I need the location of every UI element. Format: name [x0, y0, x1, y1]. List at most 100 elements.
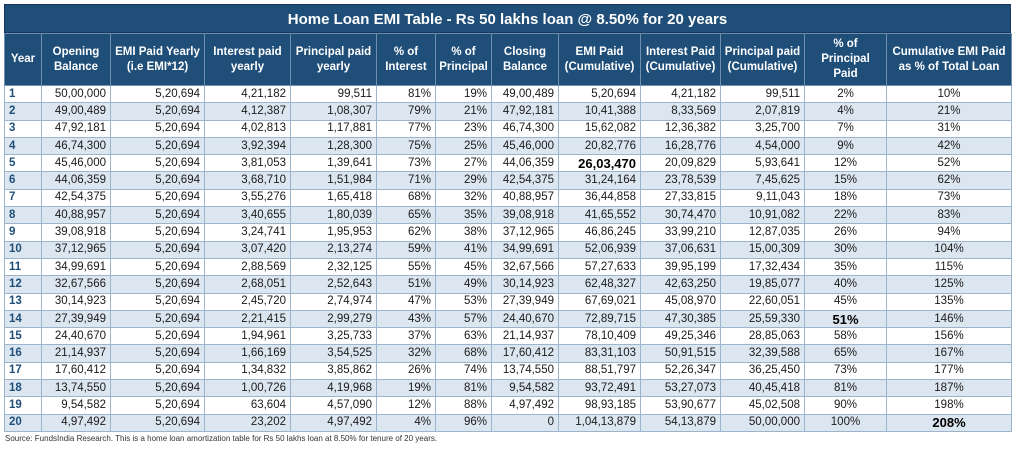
table-cell: 36,44,858 [558, 188, 641, 208]
table-cell: 81% [804, 379, 887, 398]
table-cell: 9,54,582 [41, 396, 111, 415]
column-header: % of Principal [435, 33, 492, 86]
table-row: 4 46,74,300 5,20,694 3,92,394 1,28,300 75% 25%… [4, 136, 1012, 156]
table-cell: 5,20,694 [110, 275, 205, 294]
year-cell: 1 [4, 84, 42, 104]
table-cell: 3,55,276 [204, 188, 291, 208]
table-cell: 41% [435, 240, 492, 259]
table-cell: 4,97,492 [290, 413, 377, 432]
table-cell: 26% [804, 223, 887, 242]
table-cell: 24,40,670 [41, 327, 111, 346]
table-cell: 2,07,819 [720, 102, 805, 121]
table-cell: 2% [804, 84, 887, 104]
table-cell: 19% [376, 379, 436, 398]
column-header: Opening Balance [41, 33, 111, 86]
table-cell: 59% [376, 240, 436, 259]
table-row: 5 45,46,000 5,20,694 3,81,053 1,39,641 73% 27%… [4, 154, 1012, 173]
table-cell: 3,24,741 [204, 223, 291, 242]
table-cell: 98,93,185 [558, 396, 641, 415]
table-cell: 1,51,984 [290, 171, 377, 190]
table-cell: 17,60,412 [41, 361, 111, 381]
table-cell: 1,39,641 [290, 154, 377, 173]
column-header: Principal paid (Cumulative) [720, 33, 805, 86]
table-cell: 5,20,694 [110, 188, 205, 208]
table-cell: 0 [491, 413, 559, 432]
table-cell: 4% [804, 102, 887, 121]
table-cell: 104% [886, 240, 1012, 259]
table-cell: 17,60,412 [491, 344, 559, 363]
table-cell: 50,00,000 [720, 413, 805, 432]
table-cell: 187% [886, 379, 1012, 398]
table-cell: 49% [435, 275, 492, 294]
table-cell: 55% [376, 257, 436, 277]
table-cell: 40,88,957 [41, 206, 111, 225]
table-cell: 45% [804, 292, 887, 311]
table-row: 3 47,92,181 5,20,694 4,02,813 1,17,881 77% 23%… [4, 119, 1012, 138]
table-cell: 5,20,694 [110, 379, 205, 398]
table-cell: 5,20,694 [110, 361, 205, 381]
table-cell: 2,52,643 [290, 275, 377, 294]
table-cell: 100% [804, 413, 887, 432]
table-cell: 62% [376, 223, 436, 242]
table-cell: 5,20,694 [110, 240, 205, 259]
table-body: 1 50,00,000 5,20,694 4,21,182 99,511 81% 19% 49… [4, 84, 1012, 432]
table-cell: 5,20,694 [110, 102, 205, 121]
table-cell: 7% [804, 119, 887, 138]
year-cell: 2 [4, 102, 42, 121]
table-cell: 19% [435, 84, 492, 104]
column-header: Interest paid yearly [204, 33, 291, 86]
table-cell: 5,20,694 [110, 206, 205, 225]
table-cell: 5,20,694 [110, 292, 205, 311]
table-cell: 1,66,169 [204, 344, 291, 363]
table-cell: 45% [435, 257, 492, 277]
table-cell: 4,21,182 [640, 84, 721, 104]
table-cell: 52% [886, 154, 1012, 173]
table-cell: 47,92,181 [491, 102, 559, 121]
table-cell: 17,32,434 [720, 257, 805, 277]
table-cell: 20,09,829 [640, 154, 721, 173]
table-cell: 78,10,409 [558, 327, 641, 346]
table-row: 12 32,67,566 5,20,694 2,68,051 2,52,643 51% 49… [4, 275, 1012, 294]
table-cell: 30,14,923 [491, 275, 559, 294]
year-cell: 10 [4, 240, 42, 259]
table-cell: 63% [435, 327, 492, 346]
table-cell: 3,07,420 [204, 240, 291, 259]
table-cell: 10,91,082 [720, 206, 805, 225]
table-cell: 90% [804, 396, 887, 415]
table-cell: 52,06,939 [558, 240, 641, 259]
table-cell: 5,20,694 [110, 327, 205, 346]
table-cell: 22% [804, 206, 887, 225]
table-cell: 77% [376, 119, 436, 138]
table-cell: 5,20,694 [110, 84, 205, 104]
table-cell: 32,67,566 [491, 257, 559, 277]
table-cell: 156% [886, 327, 1012, 346]
year-cell: 16 [4, 344, 42, 363]
table-cell: 45,46,000 [41, 154, 111, 173]
table-row: 14 27,39,949 5,20,694 2,21,415 2,99,279 43% 57… [4, 309, 1012, 329]
table-cell: 3,40,655 [204, 206, 291, 225]
table-cell: 2,45,720 [204, 292, 291, 311]
table-cell: 50,91,515 [640, 344, 721, 363]
table-cell: 25,59,330 [720, 309, 805, 329]
year-cell: 19 [4, 396, 42, 415]
year-cell: 6 [4, 171, 42, 190]
table-cell: 42,54,375 [491, 171, 559, 190]
table-cell: 23% [435, 119, 492, 138]
year-cell: 4 [4, 136, 42, 156]
table-cell: 45,02,508 [720, 396, 805, 415]
source-note: Source: FundsIndia Research. This is a h… [5, 433, 438, 443]
table-cell: 43% [376, 309, 436, 329]
table-cell: 125% [886, 275, 1012, 294]
table-row: 16 21,14,937 5,20,694 1,66,169 3,54,525 32% 68… [4, 344, 1012, 363]
table-cell: 4,19,968 [290, 379, 377, 398]
emi-table: Year Opening Balance EMI Paid Yearly (i.e … [4, 33, 1012, 432]
table-row: 2 49,00,489 5,20,694 4,12,387 1,08,307 79% 21%… [4, 102, 1012, 121]
table-cell: 9% [804, 136, 887, 156]
table-cell: 81% [376, 84, 436, 104]
table-cell: 27,33,815 [640, 188, 721, 208]
table-cell: 5,20,694 [110, 223, 205, 242]
table-cell: 4,97,492 [41, 413, 111, 432]
table-cell: 27% [435, 154, 492, 173]
table-row: 13 30,14,923 5,20,694 2,45,720 2,74,974 47% 53… [4, 292, 1012, 311]
table-cell: 40,88,957 [491, 188, 559, 208]
